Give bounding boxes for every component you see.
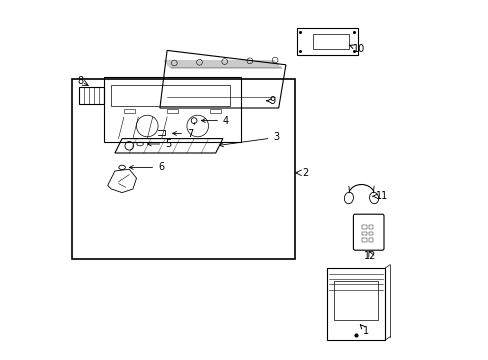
Text: 6: 6 xyxy=(129,162,164,172)
Bar xyxy=(334,281,377,320)
Bar xyxy=(167,109,178,113)
Text: 5: 5 xyxy=(147,139,171,149)
Text: 8: 8 xyxy=(78,76,83,86)
Text: 4: 4 xyxy=(201,116,228,126)
Bar xyxy=(296,28,357,55)
Text: 7: 7 xyxy=(172,129,193,139)
Bar xyxy=(362,238,366,242)
Bar xyxy=(210,109,221,113)
Text: 12: 12 xyxy=(363,251,375,261)
Text: 2: 2 xyxy=(302,168,308,178)
Bar xyxy=(368,238,372,242)
Bar xyxy=(362,232,366,235)
Bar xyxy=(123,109,134,113)
Text: 10: 10 xyxy=(349,44,364,54)
Bar xyxy=(312,34,348,49)
Text: 3: 3 xyxy=(219,132,279,147)
Text: 11: 11 xyxy=(372,191,387,201)
Bar xyxy=(368,232,372,235)
Bar xyxy=(104,77,241,142)
Bar xyxy=(72,79,294,259)
Text: 1: 1 xyxy=(360,325,368,336)
Bar xyxy=(362,225,366,229)
Bar xyxy=(326,268,384,340)
Bar xyxy=(79,87,104,104)
Bar xyxy=(368,225,372,229)
Bar xyxy=(111,85,230,106)
Text: 9: 9 xyxy=(266,96,275,106)
